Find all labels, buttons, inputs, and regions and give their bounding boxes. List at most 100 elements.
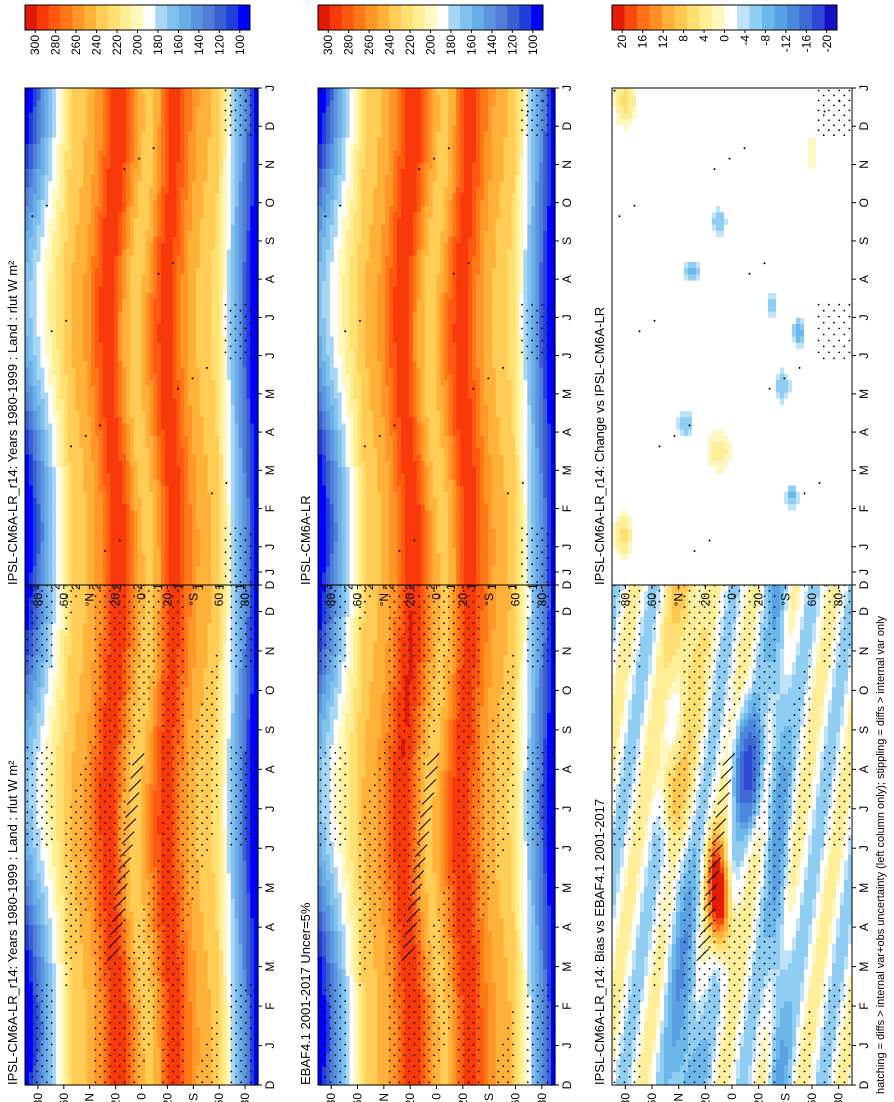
heatmap-cell bbox=[231, 1021, 235, 1028]
heatmap-cell bbox=[242, 976, 246, 983]
heatmap-cell bbox=[211, 655, 215, 662]
heatmap-cell bbox=[41, 643, 45, 650]
heatmap-cell bbox=[188, 630, 192, 637]
heatmap-cell bbox=[239, 764, 243, 771]
stipple-dot bbox=[46, 649, 48, 651]
heatmap-cell bbox=[41, 963, 45, 970]
heatmap-cell bbox=[75, 636, 79, 643]
heatmap-cell bbox=[165, 835, 169, 842]
heatmap-cell bbox=[64, 1021, 68, 1028]
heatmap-cell bbox=[87, 925, 91, 932]
heatmap-cell bbox=[173, 662, 177, 669]
heatmap-cell bbox=[99, 623, 103, 630]
heatmap-cell bbox=[145, 867, 149, 874]
heatmap-cell bbox=[75, 1040, 79, 1047]
heatmap-cell bbox=[246, 1008, 250, 1015]
heatmap-cell bbox=[239, 803, 243, 810]
heatmap-cell bbox=[114, 989, 118, 996]
heatmap-cell bbox=[126, 700, 130, 707]
heatmap-cell bbox=[126, 912, 130, 919]
heatmap-cell bbox=[246, 719, 250, 726]
heatmap-cell bbox=[204, 732, 208, 739]
stipple-dot bbox=[31, 774, 33, 776]
heatmap-cell bbox=[138, 700, 142, 707]
heatmap-cell bbox=[134, 841, 138, 848]
heatmap-cell bbox=[165, 938, 169, 945]
heatmap-cell bbox=[37, 1053, 41, 1060]
heatmap-cell bbox=[211, 1008, 215, 1015]
heatmap-cell bbox=[231, 893, 235, 900]
heatmap-cell bbox=[114, 643, 118, 650]
heatmap-cell bbox=[72, 636, 76, 643]
heatmap-cell bbox=[188, 918, 192, 925]
stipple-dot bbox=[51, 1033, 53, 1035]
stipple-dot bbox=[51, 644, 53, 646]
heatmap-cell bbox=[219, 829, 223, 836]
heatmap-cell bbox=[192, 668, 196, 675]
heatmap-cell bbox=[149, 726, 153, 733]
heatmap-cell bbox=[157, 796, 161, 803]
heatmap-cell bbox=[87, 700, 91, 707]
heatmap-cell bbox=[56, 1053, 60, 1060]
heatmap-cell bbox=[130, 867, 134, 874]
heatmap-cell bbox=[215, 918, 219, 925]
heatmap-cell bbox=[33, 764, 37, 771]
heatmap-cell bbox=[208, 1053, 212, 1060]
heatmap-cell bbox=[126, 591, 130, 598]
heatmap-cell bbox=[68, 687, 72, 694]
heatmap-cell bbox=[204, 1072, 208, 1079]
stipple-dot bbox=[27, 1017, 29, 1019]
heatmap-cell bbox=[107, 1002, 111, 1009]
heatmap-cell bbox=[95, 1040, 99, 1047]
heatmap-cell bbox=[79, 668, 83, 675]
heatmap-cell bbox=[145, 809, 149, 816]
heatmap-cell bbox=[246, 764, 250, 771]
heatmap-cell bbox=[239, 912, 243, 919]
heatmap-cell bbox=[56, 1059, 60, 1066]
heatmap-cell bbox=[204, 777, 208, 784]
heatmap-cell bbox=[231, 687, 235, 694]
heatmap-cell bbox=[208, 905, 212, 912]
heatmap-cell bbox=[68, 675, 72, 682]
heatmap-cell bbox=[118, 649, 122, 656]
heatmap-cell bbox=[208, 918, 212, 925]
heatmap-cell bbox=[52, 1072, 56, 1079]
heatmap-cell bbox=[211, 944, 215, 951]
heatmap-cell bbox=[192, 1053, 196, 1060]
heatmap-cell bbox=[37, 944, 41, 951]
heatmap-cell bbox=[134, 861, 138, 868]
heatmap-cell bbox=[79, 610, 83, 617]
stipple-dot bbox=[41, 752, 43, 754]
heatmap-cell bbox=[227, 707, 231, 714]
heatmap-cell bbox=[142, 784, 146, 791]
heatmap-cell bbox=[180, 848, 184, 855]
heatmap-cell bbox=[227, 771, 231, 778]
heatmap-cell bbox=[37, 886, 41, 893]
heatmap-cell bbox=[153, 1021, 157, 1028]
heatmap-cell bbox=[79, 713, 83, 720]
heatmap-cell bbox=[56, 982, 60, 989]
heatmap-cell bbox=[56, 970, 60, 977]
heatmap-cell bbox=[192, 880, 196, 887]
heatmap-cell bbox=[184, 643, 188, 650]
heatmap-cell bbox=[79, 938, 83, 945]
heatmap-cell bbox=[44, 726, 48, 733]
heatmap-cell bbox=[134, 873, 138, 880]
heatmap-cell bbox=[25, 745, 29, 752]
heatmap-cell bbox=[138, 796, 142, 803]
stipple-dot bbox=[41, 644, 43, 646]
heatmap-cell bbox=[110, 630, 114, 637]
heatmap-cell bbox=[79, 829, 83, 836]
heatmap-cell bbox=[145, 950, 149, 957]
heatmap-cell bbox=[79, 886, 83, 893]
heatmap-cell bbox=[72, 719, 76, 726]
heatmap-cell bbox=[246, 687, 250, 694]
heatmap-cell bbox=[83, 899, 87, 906]
heatmap-cell bbox=[153, 912, 157, 919]
heatmap-cell bbox=[176, 655, 180, 662]
heatmap-cell bbox=[56, 944, 60, 951]
heatmap-cell bbox=[99, 873, 103, 880]
heatmap-cell bbox=[239, 675, 243, 682]
heatmap-cell bbox=[192, 617, 196, 624]
heatmap-cell bbox=[60, 655, 64, 662]
